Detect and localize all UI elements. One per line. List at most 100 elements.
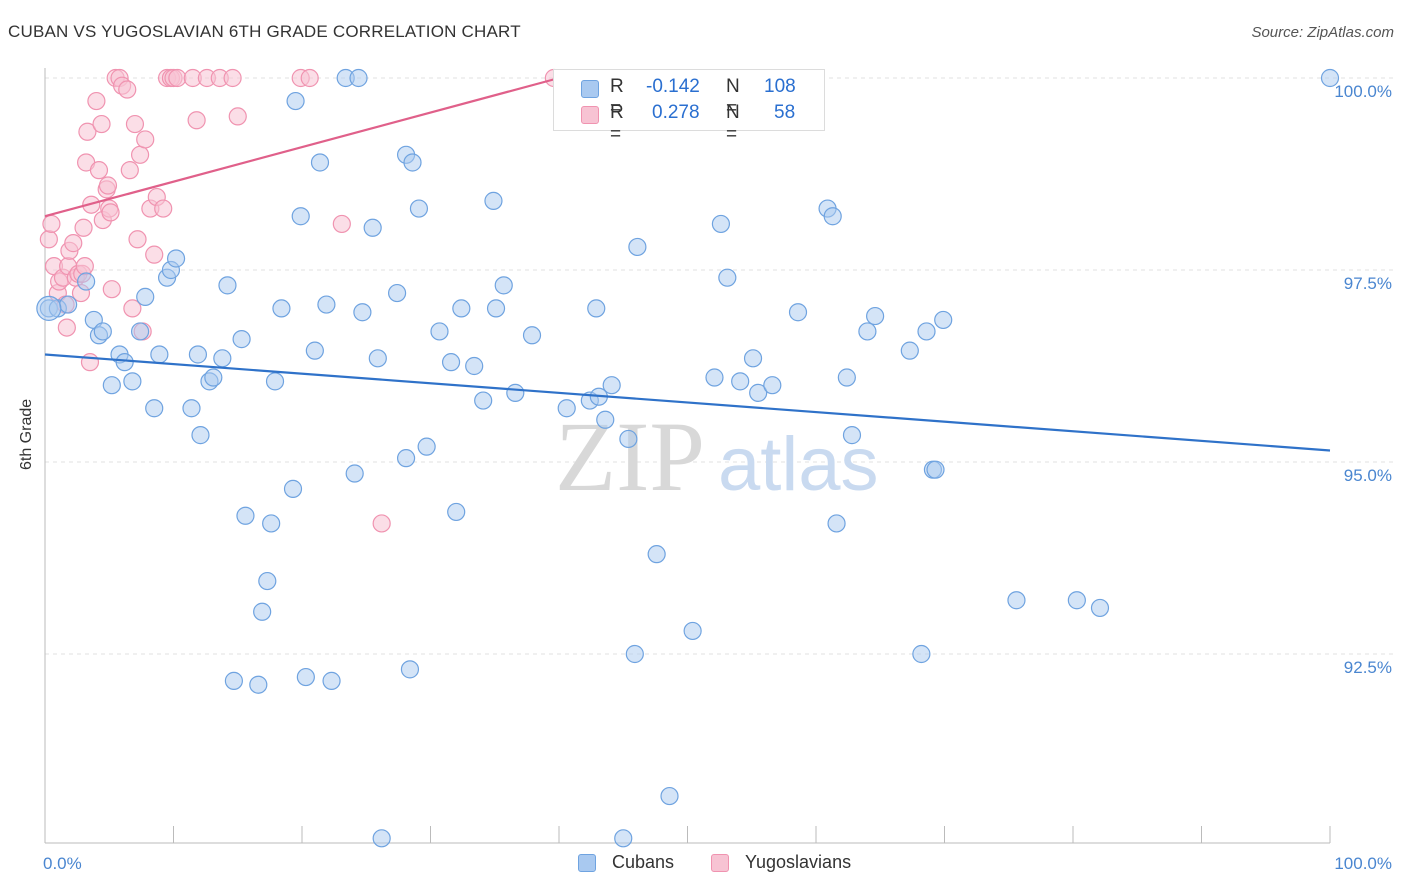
yugoslavians-legend-label: Yugoslavians (745, 852, 852, 872)
yugoslavians-point (123, 299, 142, 318)
yugoslavians-point (128, 230, 147, 249)
cubans-point (36, 295, 62, 321)
y-tick-label: 95.0% (1344, 466, 1392, 485)
trend-lines (44, 76, 1331, 452)
cubans-point (77, 272, 96, 291)
cubans-point (731, 372, 750, 391)
yugoslavians-point (89, 161, 109, 180)
cubans-point (614, 829, 633, 848)
yugoslavians-point (145, 245, 164, 264)
yugoslavians-point (300, 68, 319, 88)
cubans-point (363, 218, 382, 237)
cubans-point (93, 322, 112, 341)
cubans-point (823, 207, 842, 226)
cubans-point (912, 644, 931, 664)
yugoslavians-point (75, 257, 94, 276)
cubans-point (866, 306, 885, 326)
cubans-point (409, 199, 429, 218)
yugoslavians-point (57, 318, 76, 337)
legend-r-label: R = (610, 102, 624, 145)
cubans-point (317, 295, 336, 314)
cubans-point (858, 322, 877, 341)
yugoslavians-point (42, 214, 61, 234)
legend-r-label: R = (610, 76, 624, 119)
cubans-legend-label: Cubans (612, 852, 675, 872)
cubans-point (484, 191, 503, 210)
cubans-trend-line (44, 353, 1331, 452)
cubans-point (452, 299, 471, 318)
yugoslavians-point (228, 107, 247, 126)
cubans-point (258, 571, 277, 591)
cubans-point (166, 249, 186, 268)
cubans-point (296, 667, 315, 687)
cubans-point (305, 341, 324, 360)
legend-n-value: 58 (774, 102, 796, 123)
cubans-point (417, 437, 436, 456)
cubans-point (900, 341, 919, 360)
axes (44, 68, 1331, 844)
cubans-point (842, 426, 862, 445)
cubans-point (441, 353, 461, 372)
yugoslavians-point (223, 68, 242, 88)
cubans-point (265, 372, 285, 391)
cubans-legend-swatch (578, 854, 596, 872)
cubans-point (705, 368, 724, 387)
cubans-point (262, 514, 281, 533)
yugoslavians-point (101, 203, 120, 222)
cubans-point (236, 506, 255, 525)
legend-r-value: -0.142 (646, 76, 700, 97)
yugoslavians-swatch (581, 106, 599, 124)
y-tick-label: 97.5% (1344, 274, 1392, 293)
chart-title: CUBAN VS YUGOSLAVIAN 6TH GRADE CORRELATI… (8, 22, 521, 41)
cubans-point (494, 276, 513, 295)
cubans-point (123, 372, 142, 391)
yugoslavians-point (154, 199, 173, 218)
cubans-point (368, 349, 387, 368)
grid-lines (45, 77, 1395, 655)
yugoslavians-point (92, 114, 111, 134)
cubans-point (718, 268, 737, 287)
cubans-point (465, 356, 484, 376)
cubans-point (647, 545, 666, 564)
cubans-point (1007, 591, 1026, 610)
cubans-point (387, 283, 407, 303)
source-label: Source: ZipAtlas.com (1251, 24, 1394, 41)
cubans-point (345, 464, 364, 483)
legend-n-label: N = (726, 76, 740, 119)
correlation-legend: R = -0.142 N = 108 R = 0.278 N = 58 (553, 69, 825, 145)
yugoslavians-point (78, 122, 97, 141)
cubans-point (232, 330, 251, 349)
cubans-point (749, 383, 768, 402)
cubans-point (249, 675, 268, 694)
cubans-point (430, 322, 449, 341)
bottom-legend-cubans: Cubans (578, 852, 674, 873)
cubans-point (115, 353, 134, 372)
cubans-point (557, 399, 576, 418)
cubans-point (349, 68, 368, 88)
y-tick-label: 100.0% (1334, 82, 1392, 101)
yugoslavians-points (39, 68, 563, 533)
yugoslavians-point (102, 280, 121, 299)
legend-n-label: N = (726, 102, 740, 145)
x-tick-label: 100.0% (1334, 854, 1392, 873)
cubans-point (213, 349, 232, 368)
cubans-point (145, 399, 164, 418)
cubans-point (353, 303, 372, 322)
yugoslavians-point (64, 234, 83, 253)
yugoslavians-point (332, 214, 351, 234)
yugoslavians-point (98, 176, 118, 195)
cubans-point (486, 299, 506, 318)
y-tick-label: 92.5% (1344, 658, 1392, 677)
cubans-point (788, 303, 808, 322)
x-tick-label: 0.0% (43, 854, 82, 873)
cubans-point (253, 602, 272, 621)
cubans-point (130, 322, 150, 341)
cubans-point (204, 368, 223, 387)
cubans-point (150, 345, 169, 364)
cubans-point (400, 660, 420, 679)
cubans-point (191, 426, 210, 445)
yugoslavians-point (120, 161, 139, 180)
yugoslavians-legend-swatch (711, 854, 729, 872)
yugoslavians-point (39, 230, 58, 249)
legend-n-value: 108 (764, 76, 796, 97)
